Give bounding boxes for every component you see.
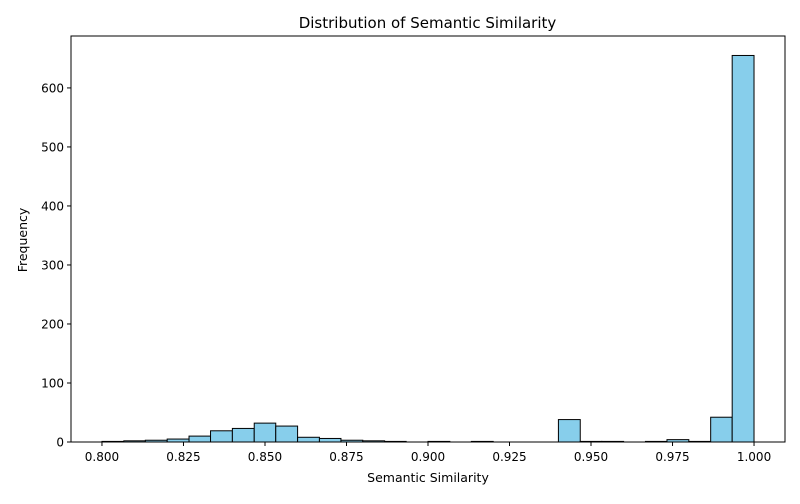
x-tick-label: 0.975	[655, 450, 689, 464]
x-axis-label: Semantic Similarity	[367, 470, 489, 485]
x-tick-label: 0.925	[492, 450, 526, 464]
histogram-bar	[731, 54, 755, 443]
y-tick-label: 0	[56, 436, 64, 450]
histogram-bar	[188, 435, 212, 443]
histogram-bar	[318, 437, 342, 443]
histogram-bar	[210, 430, 233, 443]
y-axis-label: Frequency	[15, 207, 30, 272]
x-tick-label: 1.000	[737, 450, 771, 464]
histogram-bar	[275, 425, 299, 443]
y-tick-label: 500	[41, 140, 64, 154]
bars-group	[101, 54, 755, 443]
histogram-bar	[297, 436, 320, 443]
chart-title: Distribution of Semantic Similarity	[299, 14, 557, 32]
y-tick-label: 400	[41, 199, 64, 213]
y-tick-label: 300	[41, 258, 64, 272]
x-tick-label: 0.950	[574, 450, 608, 464]
x-tick-label: 0.900	[411, 450, 445, 464]
plot-frame	[70, 35, 786, 443]
y-tick-label: 100	[41, 376, 64, 390]
x-tick-label: 0.875	[329, 450, 363, 464]
histogram-bar	[557, 419, 581, 443]
y-tick-label: 200	[41, 317, 64, 331]
x-tick-label: 0.825	[166, 450, 200, 464]
x-tick-label: 0.800	[85, 450, 119, 464]
y-axis-ticks: 0 100 200 300 400 500 600	[41, 81, 71, 450]
x-tick-label: 0.850	[248, 450, 282, 464]
histogram-bar	[231, 427, 255, 443]
x-axis-ticks: 0.800 0.825 0.850 0.875 0.900 0.925 0.950 0.975…	[85, 442, 771, 464]
histogram-bar	[710, 416, 733, 443]
y-tick-label: 600	[41, 81, 64, 95]
histogram-bar	[253, 422, 277, 443]
